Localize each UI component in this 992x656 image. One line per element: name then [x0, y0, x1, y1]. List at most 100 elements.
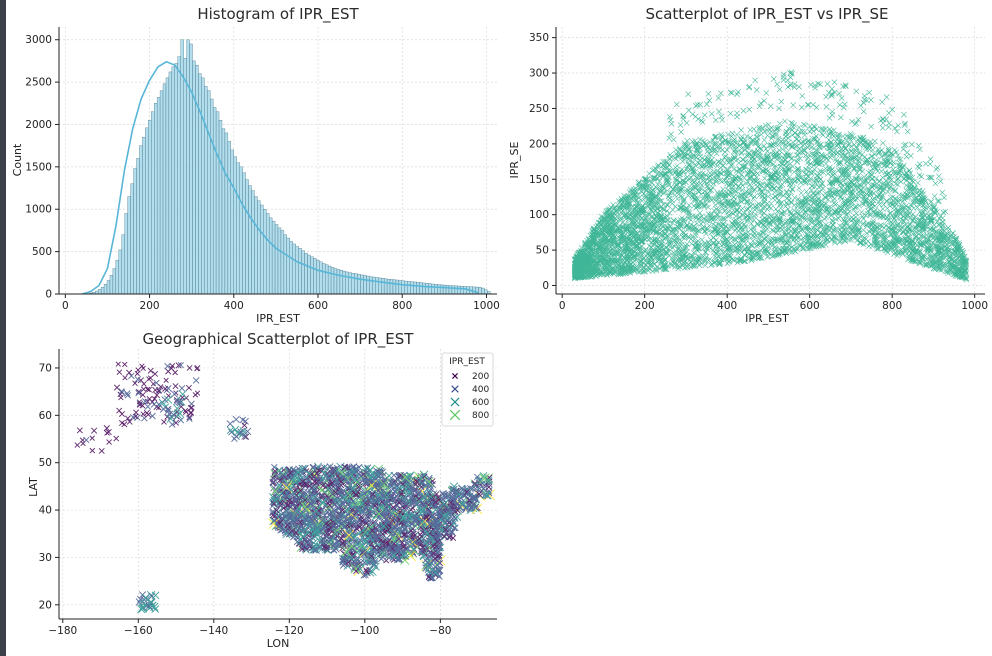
scatter-point	[792, 129, 798, 136]
histogram-bar	[378, 277, 382, 295]
scatter-point	[715, 221, 722, 228]
scatter-point	[703, 230, 709, 237]
histogram-bar	[189, 43, 193, 295]
histogram-bar	[210, 98, 214, 295]
scatter-point	[689, 253, 695, 260]
scatter-point	[803, 240, 809, 247]
histogram-y-tick-label: 2000	[25, 119, 52, 131]
histogram-bar	[283, 234, 288, 295]
scatter-point	[754, 177, 761, 184]
histogram-axes	[58, 27, 497, 295]
scatter-point	[699, 155, 706, 161]
scatter-point	[698, 173, 705, 179]
histogram-bar	[392, 279, 397, 295]
scatter-point	[795, 138, 802, 144]
histogram-bar	[360, 274, 364, 295]
histogram-bar	[342, 270, 346, 295]
scatter-point	[904, 191, 911, 198]
scatter-point	[739, 156, 746, 163]
scatter-point	[789, 249, 795, 255]
scatter-point	[844, 212, 850, 218]
scatter-point	[720, 162, 727, 169]
scatter-point	[892, 181, 899, 187]
histogram-bar	[336, 269, 341, 295]
scatter-point	[665, 220, 671, 227]
histogram-x-label: IPR_EST	[256, 312, 300, 325]
histogram-bar	[307, 254, 311, 295]
scatter-point	[670, 249, 677, 256]
histogram-bar	[316, 259, 320, 295]
scatter-point	[764, 132, 771, 139]
scatter-point	[807, 178, 813, 184]
scatter-point	[749, 137, 755, 144]
histogram-bar	[106, 280, 111, 295]
scatter-point	[897, 156, 904, 163]
scatter-point	[832, 226, 839, 233]
histogram-bar	[174, 63, 178, 295]
scatter-point	[879, 213, 886, 219]
scatter-point	[761, 128, 768, 134]
scatter-point	[757, 186, 764, 192]
scatter-point	[782, 178, 789, 184]
histogram-bar	[165, 77, 170, 295]
histogram-bar	[168, 71, 173, 295]
scatter-point	[822, 126, 829, 132]
scatter-point	[694, 220, 700, 227]
scatter-point	[810, 128, 817, 135]
scatter-point	[707, 170, 713, 176]
scatter-point	[690, 159, 697, 166]
histogram-bar	[224, 132, 229, 295]
scatter-point	[856, 166, 863, 172]
histogram-x-tick-label: 200	[140, 300, 160, 312]
scatter-point	[795, 170, 802, 177]
scatter-point	[836, 210, 843, 216]
histogram-bar	[395, 279, 400, 295]
histogram-x-ticks: 0 200 400 600 800 1000	[62, 294, 500, 312]
histogram-bar	[310, 256, 314, 295]
histogram-bar	[145, 127, 149, 295]
histogram-bar	[148, 120, 152, 295]
scatter-point	[690, 191, 696, 197]
histogram-bar	[407, 281, 411, 295]
histogram-bar	[115, 259, 119, 295]
scatter-point	[903, 231, 910, 238]
histogram-bar	[357, 274, 361, 295]
histogram-bar	[227, 141, 232, 295]
histogram-x-tick-label: 400	[224, 300, 244, 312]
scatter-point	[801, 132, 808, 138]
histogram-bar	[118, 249, 122, 295]
histogram-bar	[401, 280, 405, 295]
histogram-y-tick-label: 1500	[25, 161, 52, 173]
scatter-point	[900, 236, 906, 243]
histogram-bars	[86, 39, 491, 295]
histogram-x-tick-label: 0	[62, 300, 69, 312]
scatter-point	[888, 231, 895, 237]
scatter-point	[785, 225, 792, 231]
histogram-bar	[428, 283, 432, 295]
scatter-point	[924, 231, 930, 238]
histogram-bar	[254, 196, 258, 295]
scatter-point	[792, 248, 799, 255]
scatter-point	[722, 149, 728, 155]
scatter-point	[726, 246, 732, 252]
scatter-point	[695, 227, 701, 234]
scatter-point	[827, 169, 833, 175]
scatter-point	[895, 152, 901, 159]
scatter-point	[895, 171, 902, 178]
histogram-bar	[413, 281, 417, 295]
scatter-point	[690, 249, 697, 256]
histogram-bar	[142, 137, 146, 295]
histogram-bar	[319, 261, 323, 295]
scatter-point	[770, 148, 776, 154]
histogram-x-tick-label: 800	[392, 300, 412, 312]
scatter-point	[743, 144, 750, 151]
scatter-point	[626, 216, 632, 222]
histogram-bar	[221, 128, 226, 295]
scatter-point	[807, 160, 814, 167]
histogram-bar	[372, 276, 376, 295]
scatter-point	[697, 198, 703, 204]
scatter-point	[880, 201, 887, 208]
histogram-bar	[248, 185, 252, 295]
scatter-point	[800, 214, 807, 221]
